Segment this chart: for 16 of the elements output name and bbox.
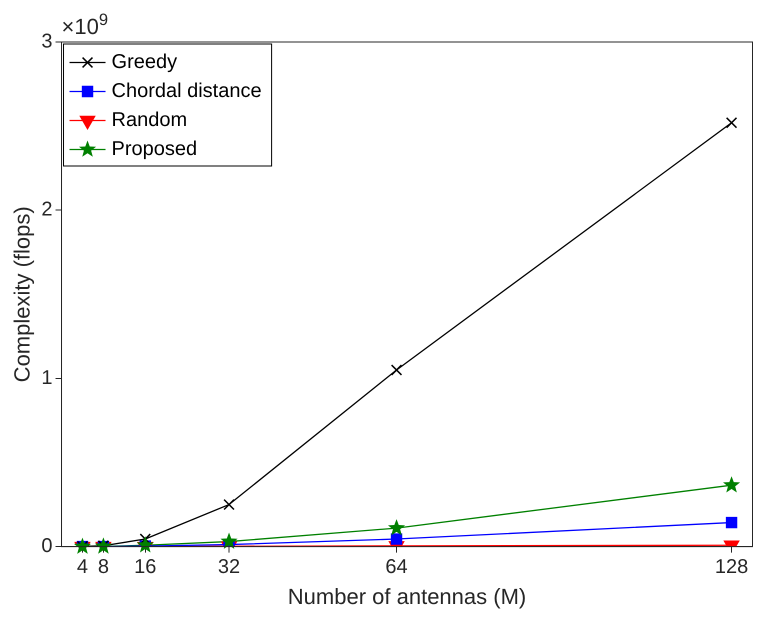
legend-label: Proposed <box>112 138 198 160</box>
x-tick-label: 64 <box>385 556 408 578</box>
legend-label: Random <box>112 109 188 132</box>
y-axis-title: Complexity (flops) <box>9 206 34 382</box>
x-tick-label: 32 <box>218 556 240 578</box>
x-axis-title: Number of antennas (M) <box>288 584 526 609</box>
x-tick-label: 8 <box>98 556 109 578</box>
legend-label: Chordal distance <box>112 80 262 102</box>
y-tick-label: 0 <box>41 535 53 558</box>
y-tick-label: 3 <box>41 30 53 53</box>
legend-label: Greedy <box>112 51 178 74</box>
x-tick-label: 16 <box>134 556 156 578</box>
x-tick-label: 128 <box>714 556 748 578</box>
y-tick-label: 2 <box>41 198 53 221</box>
y-tick-label: 1 <box>41 366 53 389</box>
x-tick-label: 4 <box>76 556 88 578</box>
